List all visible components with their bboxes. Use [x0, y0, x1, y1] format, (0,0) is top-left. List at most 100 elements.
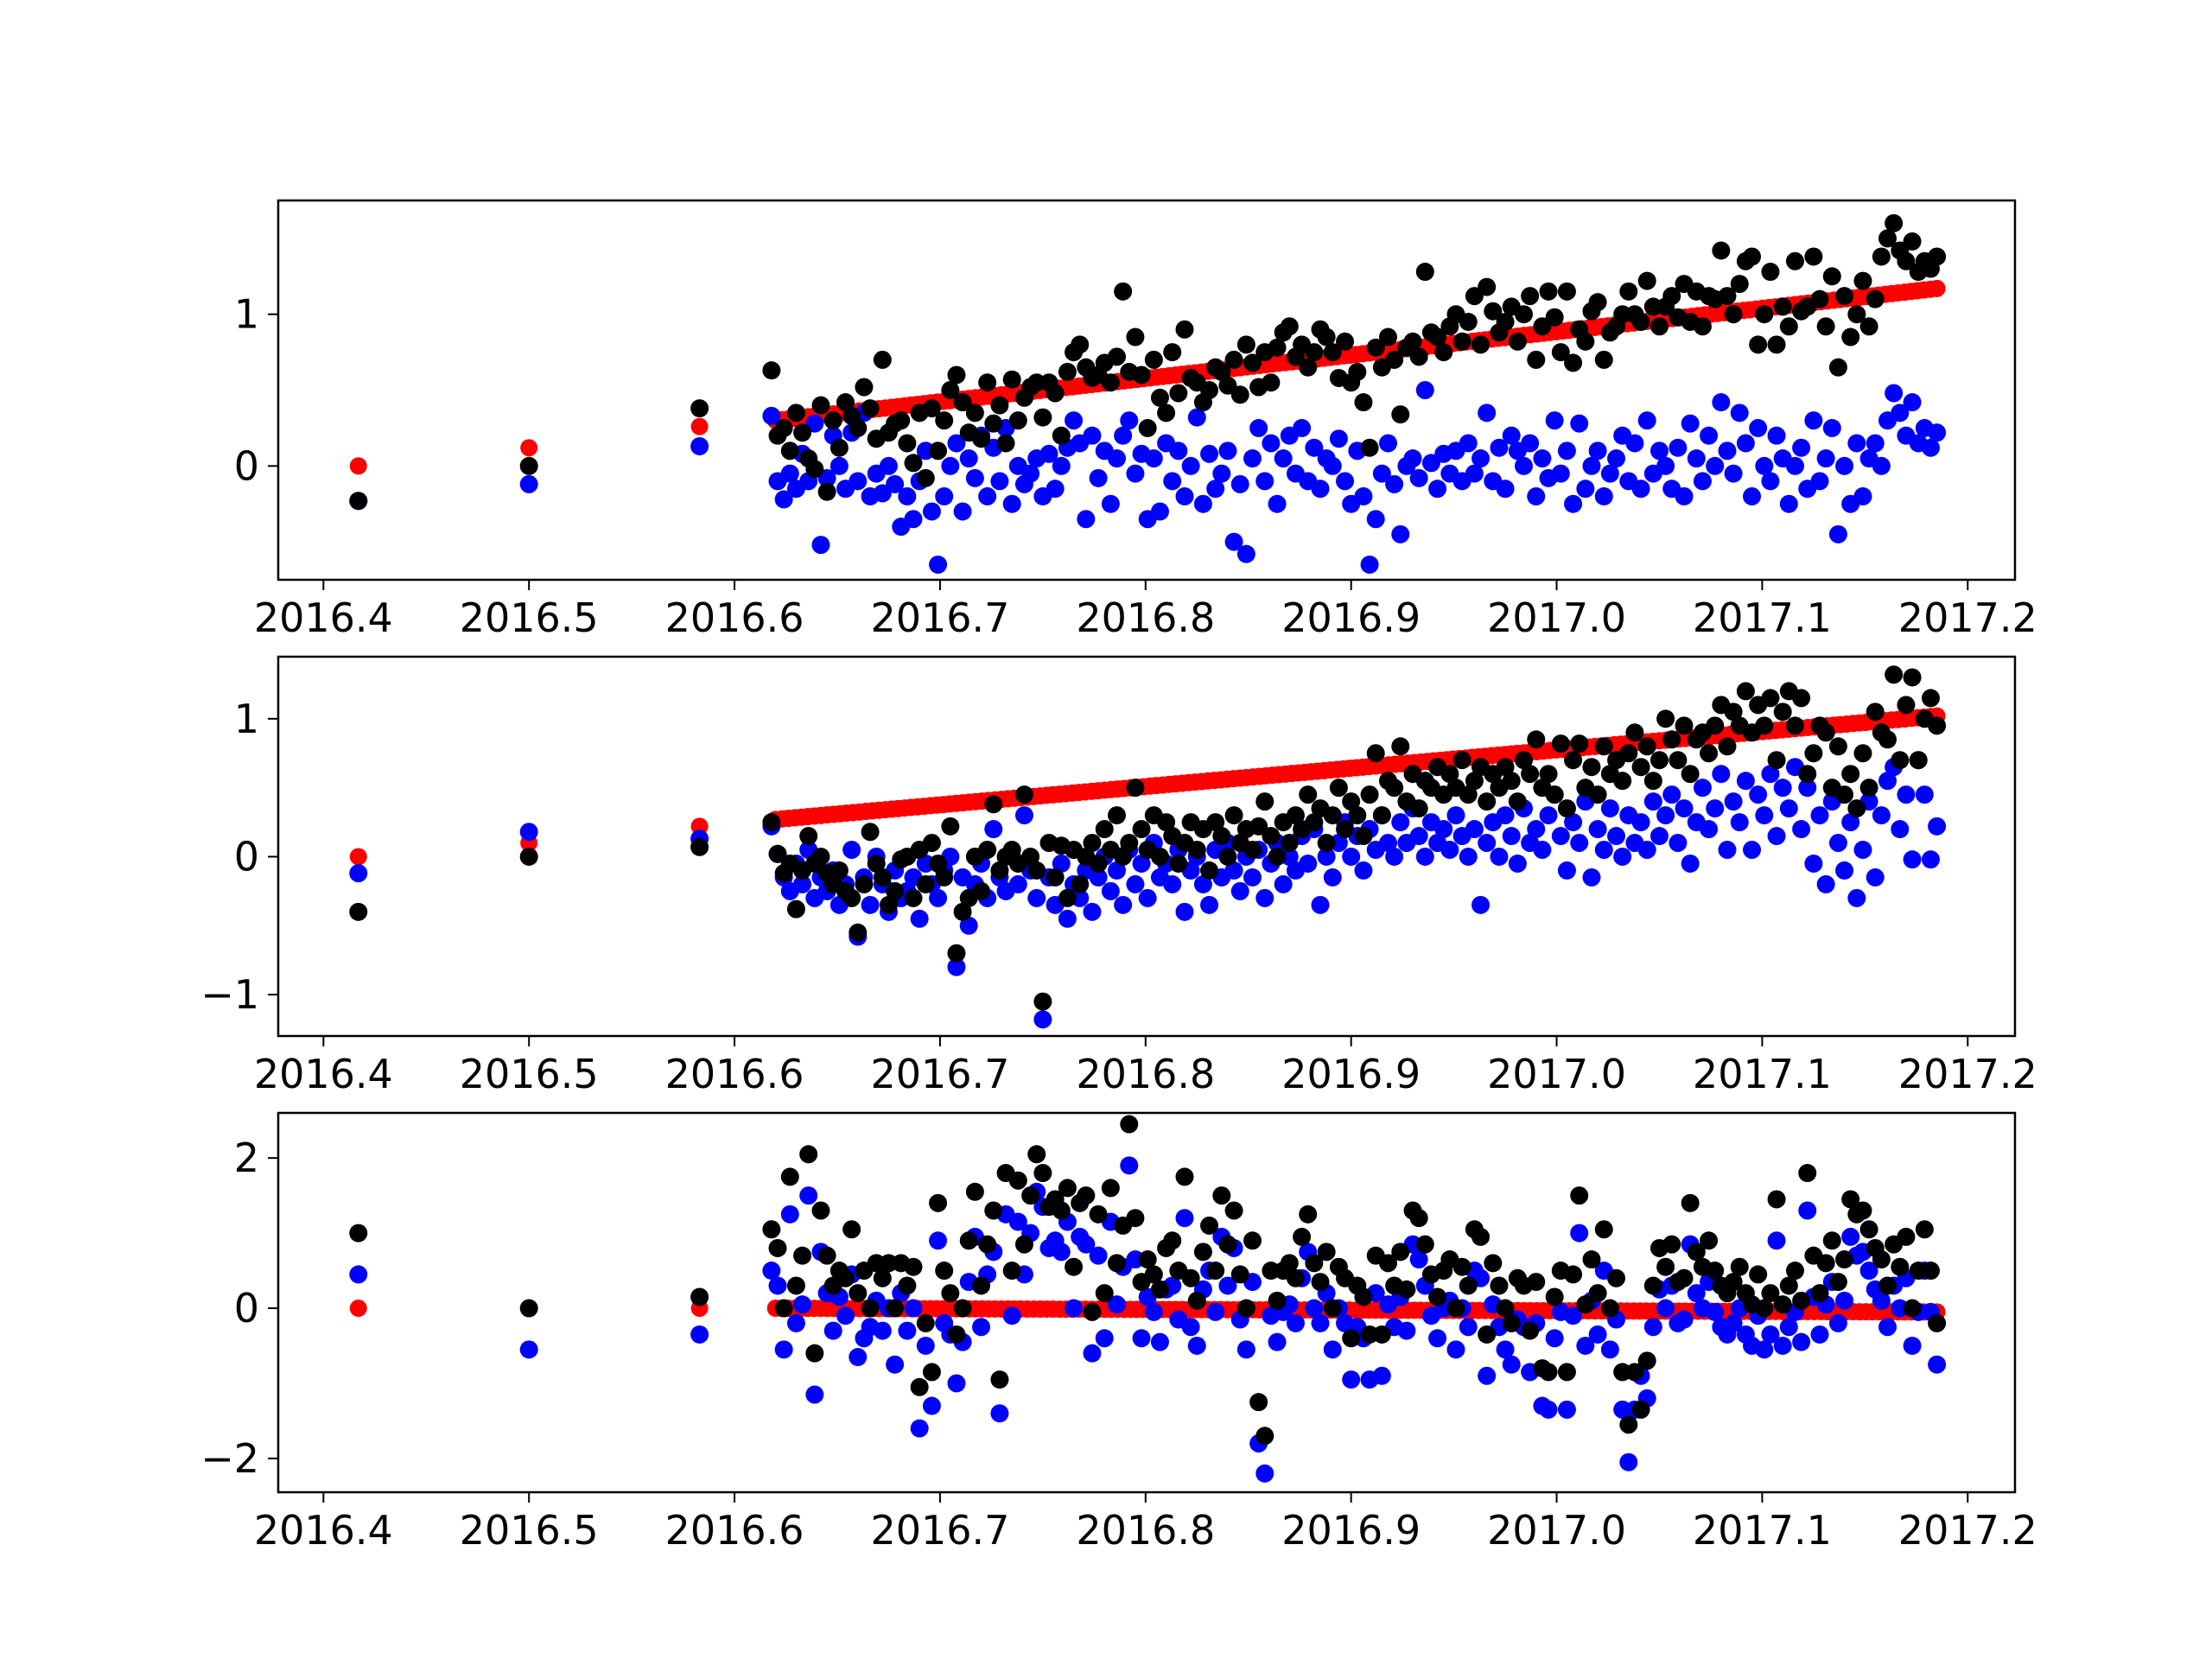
- blue-point: [1446, 1340, 1465, 1359]
- black-point: [1317, 834, 1336, 853]
- blue-point: [1588, 820, 1607, 839]
- blue-point: [1212, 464, 1231, 483]
- x-tick-label: 2017.0: [1487, 594, 1626, 641]
- black-point: [1828, 358, 1847, 377]
- black-point: [1767, 335, 1786, 354]
- blue-point: [1329, 429, 1348, 448]
- black-point: [1773, 1295, 1792, 1314]
- black-point: [1083, 834, 1102, 853]
- black-point: [1743, 247, 1762, 266]
- black-point: [959, 1231, 978, 1250]
- black-point: [1557, 282, 1576, 301]
- black-point: [972, 429, 991, 448]
- blue-point: [1002, 494, 1021, 513]
- blue-point: [1065, 1299, 1084, 1318]
- black-point: [1662, 287, 1681, 306]
- blue-point: [1378, 434, 1397, 453]
- blue-point: [1755, 806, 1774, 825]
- black-point: [1885, 665, 1904, 684]
- axes-frame: [276, 199, 2017, 582]
- black-point: [1002, 840, 1021, 859]
- black-point: [1502, 1313, 1521, 1332]
- subplot-3: 2016.4 2016.5 2016.6 2016.7 2016.8 2016.9 2017…: [200, 1111, 2037, 1554]
- black-point: [1792, 1291, 1811, 1310]
- black-point: [1305, 813, 1324, 832]
- blue-point: [1675, 1310, 1694, 1329]
- blue-point: [1767, 1231, 1786, 1250]
- trend-point: [349, 848, 367, 866]
- black-point: [929, 1193, 948, 1212]
- blue-point: [793, 1295, 812, 1314]
- black-point: [1255, 1427, 1274, 1446]
- blue-point: [1465, 464, 1484, 483]
- black-point: [817, 482, 836, 501]
- blue-point: [1508, 854, 1527, 873]
- black-point: [1286, 1268, 1305, 1287]
- blue-point: [1700, 820, 1719, 839]
- blue-point: [1582, 868, 1601, 887]
- black-point: [990, 396, 1009, 415]
- black-point: [1144, 1265, 1163, 1284]
- blue-point: [1391, 813, 1410, 832]
- plot-marks: [349, 1115, 1947, 1483]
- black-point: [1348, 362, 1367, 381]
- black-point: [1434, 343, 1453, 362]
- black-point: [1169, 854, 1188, 873]
- black-point: [1317, 327, 1336, 346]
- black-point: [1502, 772, 1521, 791]
- black-point: [1749, 1265, 1768, 1284]
- black-point: [1693, 317, 1712, 336]
- blue-point: [1459, 434, 1478, 453]
- black-point: [984, 1201, 1003, 1220]
- black-point: [1046, 868, 1065, 887]
- black-point: [1114, 847, 1133, 866]
- x-tick-label: 2016.7: [870, 594, 1009, 641]
- black-point: [1033, 1164, 1052, 1183]
- blue-point: [1415, 847, 1434, 866]
- blue-point: [1311, 895, 1330, 914]
- black-point: [1928, 716, 1947, 735]
- x-tick-label: 2016.5: [460, 594, 599, 641]
- blue-point: [1268, 1332, 1287, 1351]
- black-point: [978, 1235, 997, 1254]
- black-point: [1730, 1257, 1749, 1276]
- black-point: [1372, 806, 1391, 825]
- black-point: [1378, 327, 1397, 346]
- blue-point: [1224, 532, 1243, 551]
- blue-point: [1354, 486, 1373, 505]
- black-point: [1262, 373, 1281, 392]
- blue-point: [1539, 1400, 1558, 1419]
- blue-point: [1428, 480, 1447, 499]
- black-point: [1903, 1299, 1922, 1318]
- blue-point: [1533, 840, 1552, 859]
- blue-point: [1847, 434, 1866, 453]
- black-point: [861, 823, 880, 842]
- black-point: [965, 1182, 984, 1201]
- blue-point: [1336, 472, 1355, 491]
- blue-point: [1385, 847, 1404, 866]
- blue-point: [1557, 1400, 1576, 1419]
- black-point: [762, 1220, 781, 1239]
- black-point: [1428, 327, 1447, 346]
- blue-point: [1193, 494, 1212, 513]
- black-point: [780, 442, 799, 461]
- black-point: [1496, 1299, 1515, 1318]
- black-point: [1409, 347, 1428, 366]
- black-point: [1046, 384, 1065, 403]
- black-point: [1212, 827, 1231, 846]
- black-point: [1058, 1179, 1077, 1198]
- black-point: [786, 404, 805, 423]
- black-point: [947, 944, 966, 963]
- blue-point: [1828, 524, 1847, 543]
- black-series: [349, 1115, 1947, 1446]
- x-tick-label: 2017.0: [1487, 1051, 1626, 1097]
- blue-point: [1928, 817, 1947, 836]
- blue-point: [1465, 820, 1484, 839]
- black-point: [1236, 1299, 1255, 1318]
- black-point: [886, 881, 905, 900]
- black-point: [1662, 730, 1681, 749]
- blue-point: [1761, 1325, 1780, 1344]
- black-point: [1336, 332, 1355, 351]
- blue-point: [1360, 555, 1379, 574]
- blue-point: [1144, 449, 1163, 468]
